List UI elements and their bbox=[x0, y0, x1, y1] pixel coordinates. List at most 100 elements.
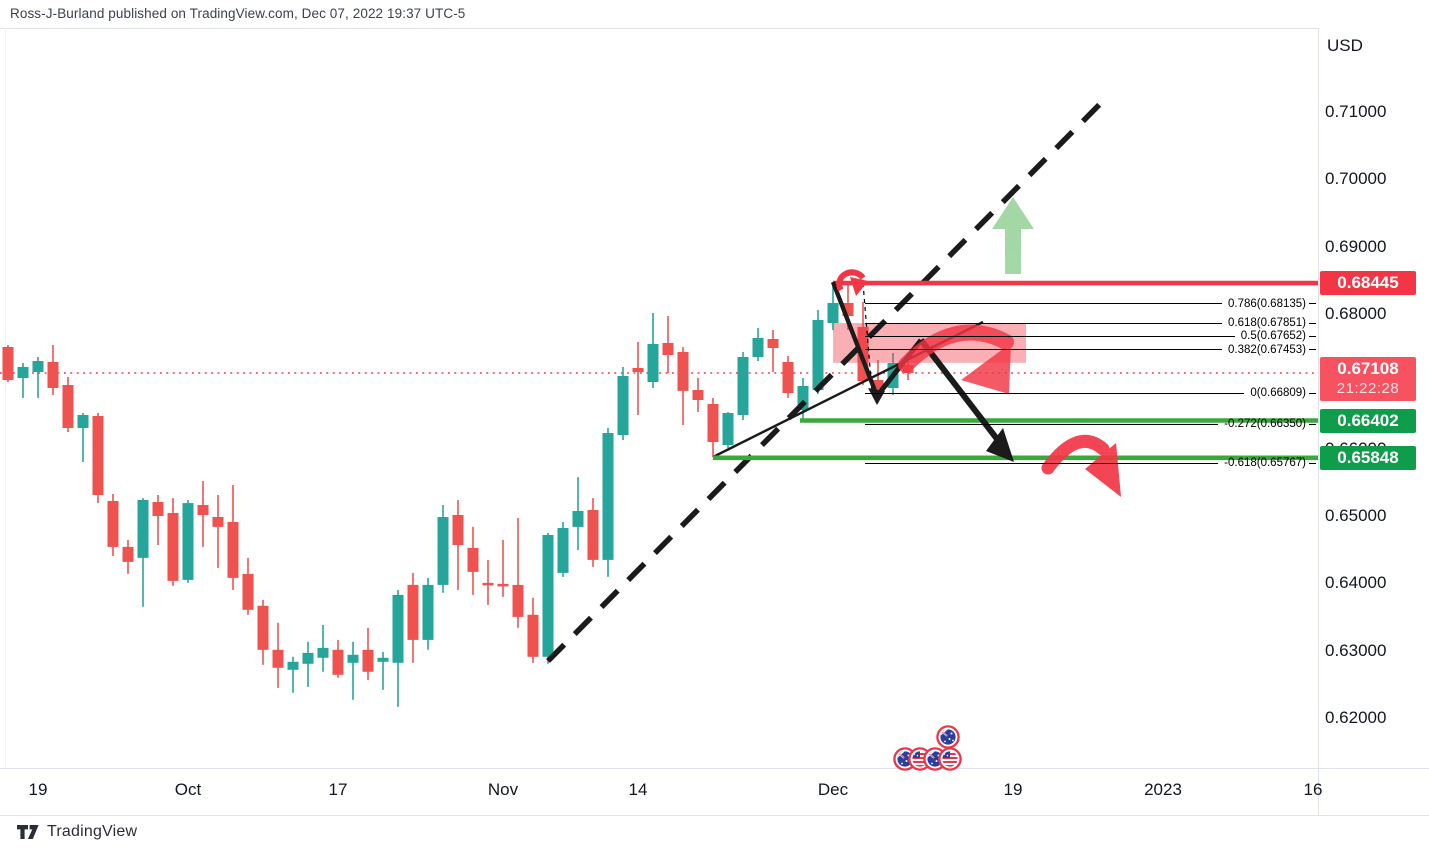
candle[interactable] bbox=[332, 639, 344, 678]
candle[interactable] bbox=[782, 356, 794, 398]
price-tick: 0.71000 bbox=[1325, 102, 1387, 122]
candle[interactable] bbox=[557, 522, 569, 577]
tradingview-logo[interactable]: TradingView bbox=[16, 822, 137, 842]
candle[interactable] bbox=[647, 313, 659, 388]
candle[interactable] bbox=[212, 495, 224, 568]
candle[interactable] bbox=[872, 360, 884, 395]
time-tick: 19 bbox=[28, 780, 48, 799]
candle[interactable] bbox=[182, 500, 194, 583]
event-flag-us-icon[interactable] bbox=[938, 747, 962, 771]
candle[interactable] bbox=[827, 283, 839, 330]
candle[interactable] bbox=[62, 377, 74, 432]
candle[interactable] bbox=[617, 367, 629, 440]
candle[interactable] bbox=[512, 518, 524, 628]
fib-level--0.618[interactable]: -0.618(0.65767) bbox=[865, 456, 1316, 470]
publish-attribution: Ross-J-Burland published on TradingView.… bbox=[10, 6, 466, 21]
candle[interactable] bbox=[452, 500, 464, 590]
candle[interactable] bbox=[407, 572, 419, 663]
time-tick: 14 bbox=[628, 780, 648, 799]
current-price-tag: 0.67108 21:22:28 bbox=[1320, 357, 1416, 401]
candle[interactable] bbox=[602, 428, 614, 577]
footer-border bbox=[0, 815, 1429, 816]
rejection-loop-arrow[interactable] bbox=[836, 269, 868, 296]
support1-price-tag: 0.66402 bbox=[1320, 408, 1416, 433]
fib-level--0.272[interactable]: -0.272(0.66350) bbox=[865, 417, 1316, 431]
time-tick: Dec bbox=[817, 780, 849, 799]
candle[interactable] bbox=[107, 494, 119, 556]
candle[interactable] bbox=[752, 328, 764, 361]
breakdown-swoosh-arrow[interactable] bbox=[1041, 434, 1121, 497]
candle[interactable] bbox=[542, 532, 554, 664]
candle[interactable] bbox=[302, 641, 314, 687]
fib-level-0[interactable]: 0(0.66809) bbox=[865, 386, 1316, 400]
candle[interactable] bbox=[32, 357, 44, 398]
price-tick: 0.65000 bbox=[1325, 505, 1387, 525]
price-tick: 0.64000 bbox=[1325, 573, 1387, 593]
candle[interactable] bbox=[257, 599, 269, 665]
event-flag-au-icon[interactable] bbox=[936, 725, 960, 749]
bullish-up-arrow[interactable] bbox=[992, 197, 1034, 274]
candle[interactable] bbox=[662, 316, 674, 373]
candle[interactable] bbox=[317, 624, 329, 672]
candle[interactable] bbox=[572, 477, 584, 550]
candle[interactable] bbox=[707, 397, 719, 457]
candle[interactable] bbox=[467, 526, 479, 595]
candle[interactable] bbox=[287, 656, 299, 693]
dashed-trendline[interactable] bbox=[546, 102, 1102, 663]
candle[interactable] bbox=[587, 498, 599, 567]
price-tick: 0.63000 bbox=[1325, 640, 1387, 660]
candle[interactable] bbox=[437, 505, 449, 593]
candle[interactable] bbox=[2, 345, 14, 382]
price-tick: 0.68000 bbox=[1325, 304, 1387, 323]
time-axis-border[interactable] bbox=[0, 768, 1429, 769]
candle[interactable] bbox=[677, 347, 689, 425]
candle[interactable] bbox=[152, 495, 164, 545]
time-tick: 16 bbox=[1303, 780, 1323, 799]
fib-level-0.5[interactable]: 0.5(0.67652) bbox=[865, 329, 1316, 343]
candle[interactable] bbox=[497, 539, 509, 597]
candle[interactable] bbox=[347, 641, 359, 700]
candle[interactable] bbox=[422, 577, 434, 650]
price-axis-border[interactable] bbox=[1318, 28, 1319, 815]
pullback-swoosh-arrow[interactable] bbox=[898, 324, 1014, 394]
candle[interactable] bbox=[377, 651, 389, 690]
candle[interactable] bbox=[77, 413, 89, 462]
candle[interactable] bbox=[17, 363, 29, 398]
pane-left-border bbox=[5, 28, 6, 768]
time-tick: 17 bbox=[328, 780, 348, 799]
candle[interactable] bbox=[122, 539, 134, 574]
candle[interactable] bbox=[92, 413, 104, 504]
candle[interactable] bbox=[272, 622, 284, 688]
candle[interactable] bbox=[362, 627, 374, 680]
price-tick: 0.69000 bbox=[1325, 236, 1387, 256]
candle[interactable] bbox=[812, 310, 824, 394]
candle[interactable] bbox=[482, 559, 494, 605]
candle[interactable] bbox=[527, 597, 539, 663]
candle[interactable] bbox=[47, 345, 59, 395]
bar-countdown: 21:22:28 bbox=[1336, 380, 1400, 397]
fib-level-0.786[interactable]: 0.786(0.68135) bbox=[865, 297, 1316, 311]
fib-level-0.382[interactable]: 0.382(0.67453) bbox=[865, 343, 1316, 357]
tradingview-logo-text: TradingView bbox=[47, 823, 138, 840]
fib-level-0.618[interactable]: 0.618(0.67851) bbox=[865, 316, 1316, 330]
candle[interactable] bbox=[392, 589, 404, 707]
pane-top-border bbox=[0, 28, 1318, 29]
candle[interactable] bbox=[632, 342, 644, 415]
time-tick: 19 bbox=[1003, 780, 1023, 799]
time-tick: 2023 bbox=[1144, 780, 1182, 799]
candle[interactable] bbox=[737, 352, 749, 420]
time-tick: Oct bbox=[174, 780, 202, 799]
candle[interactable] bbox=[767, 330, 779, 372]
candle[interactable] bbox=[227, 485, 239, 590]
price-tick: 0.70000 bbox=[1325, 169, 1387, 189]
candle[interactable] bbox=[692, 378, 704, 412]
candle[interactable] bbox=[722, 412, 734, 448]
candle[interactable] bbox=[197, 481, 209, 547]
support2-price-tag: 0.65848 bbox=[1320, 445, 1416, 470]
tradingview-logo-icon bbox=[17, 825, 39, 839]
candle[interactable] bbox=[242, 557, 254, 615]
candle[interactable] bbox=[137, 498, 149, 607]
candle[interactable] bbox=[167, 498, 179, 586]
